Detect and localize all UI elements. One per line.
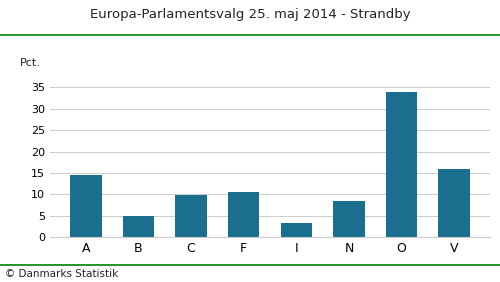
Text: Pct.: Pct. bbox=[20, 58, 41, 68]
Text: © Danmarks Statistik: © Danmarks Statistik bbox=[5, 269, 118, 279]
Bar bbox=[333, 201, 364, 237]
Bar bbox=[122, 215, 154, 237]
Bar bbox=[280, 223, 312, 237]
Bar bbox=[438, 169, 470, 237]
Bar bbox=[386, 92, 418, 237]
Text: Europa-Parlamentsvalg 25. maj 2014 - Strandby: Europa-Parlamentsvalg 25. maj 2014 - Str… bbox=[90, 8, 410, 21]
Bar bbox=[228, 192, 260, 237]
Bar bbox=[70, 175, 102, 237]
Bar bbox=[176, 195, 207, 237]
